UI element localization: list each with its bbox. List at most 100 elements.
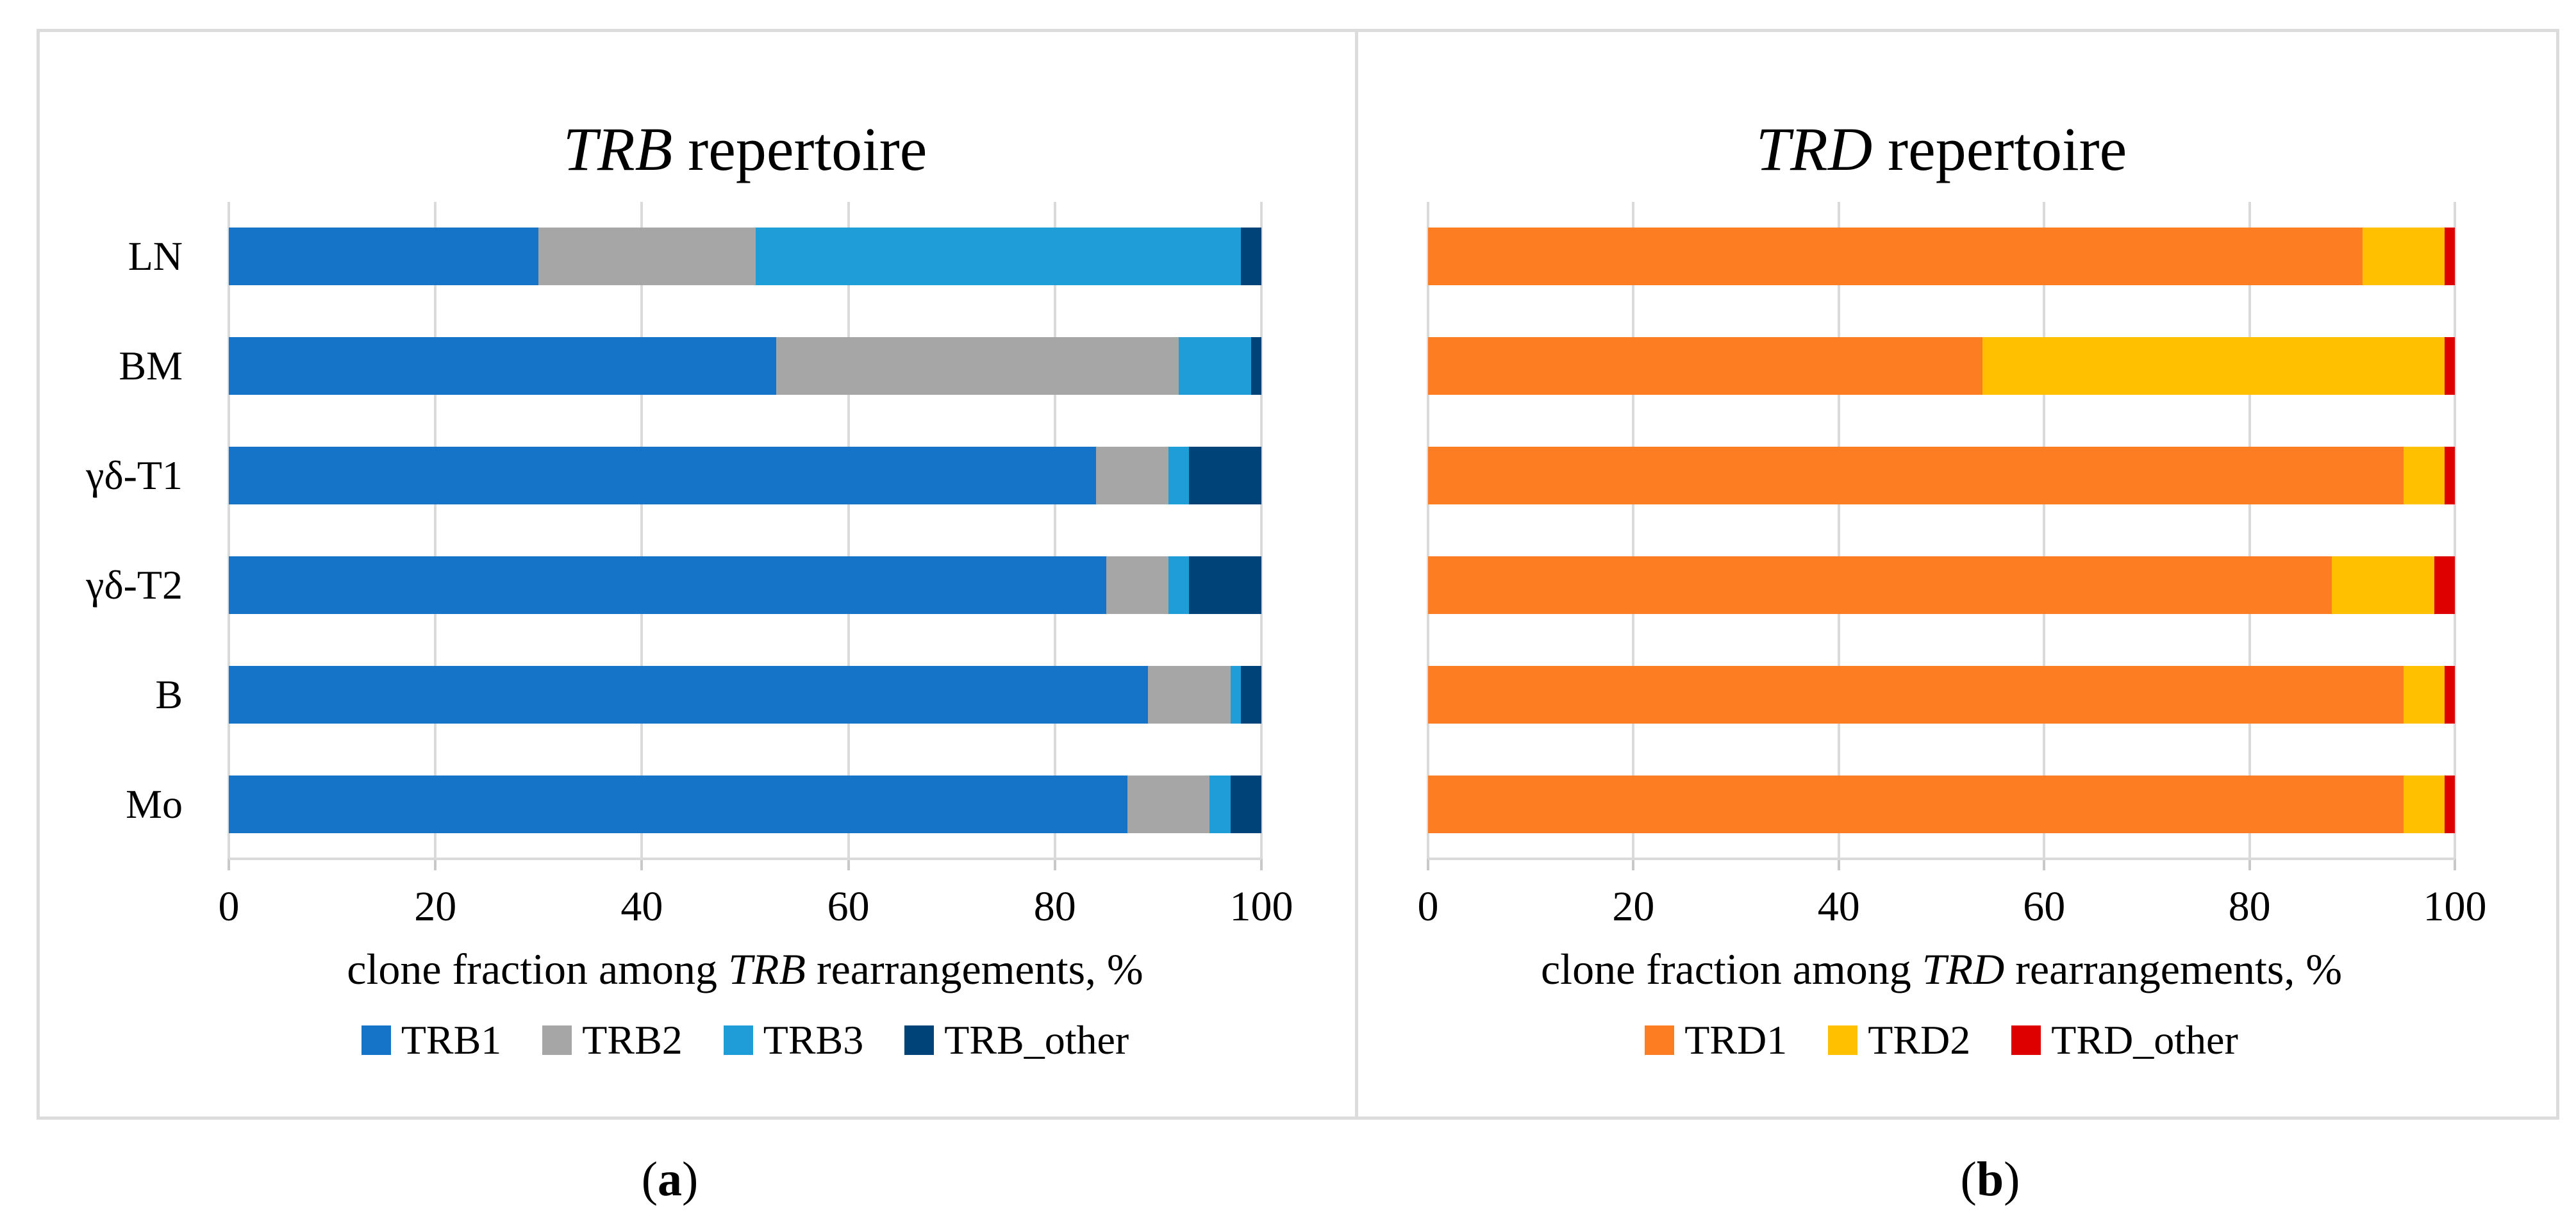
- bar-segment-BM-TRB3: [1179, 337, 1251, 395]
- category-label-LN: LN: [128, 233, 183, 279]
- bar-row-B: [1428, 665, 2455, 724]
- tick-mark-x-60: [847, 859, 850, 870]
- bar-segment-B-TRB2: [1147, 665, 1231, 724]
- gridline-x-100: [1260, 202, 1263, 859]
- category-label-Mo: Mo: [126, 781, 183, 827]
- bar-row-LN: [1428, 228, 2455, 286]
- bar-segment-γδ-T2-TRD1: [1428, 556, 2332, 614]
- legend-item-TRD1: TRD1: [1645, 1018, 1787, 1063]
- caption-b-letter: b: [1976, 1152, 2004, 1206]
- legend-chip-TRB3: [723, 1025, 753, 1055]
- gridline-x-100: [2454, 202, 2456, 859]
- bar-segment-Mo-TRB2: [1127, 775, 1210, 833]
- category-label-B: B: [155, 671, 183, 717]
- bar-segment-BM-TRD1: [1428, 337, 1983, 395]
- legend-chip-TRB_other: [904, 1025, 935, 1055]
- tick-label-x-20: 20: [414, 883, 457, 930]
- panel-b-title-gene: TRD: [1756, 115, 1873, 183]
- tick-label-x-40: 40: [620, 883, 663, 930]
- bar-row-BM: [229, 337, 1261, 395]
- caption-b: (b): [1830, 1150, 2150, 1208]
- panel-b-title-rest: repertoire: [1872, 115, 2127, 183]
- category-label-γδ-T1: γδ-T1: [86, 452, 183, 499]
- panel-a-title: TRB repertoire: [229, 104, 1261, 194]
- tick-label-x-60: 60: [2023, 883, 2066, 930]
- bar-segment-γδ-T1-TRD2: [2403, 447, 2445, 505]
- gridline-x-60: [847, 202, 850, 859]
- gridline-x-20: [1632, 202, 1635, 859]
- legend-chip-TRD2: [1828, 1025, 1858, 1055]
- caption-a: (a): [510, 1150, 830, 1208]
- tick-mark-x-60: [2043, 859, 2046, 870]
- bar-segment-B-TRD_other: [2444, 665, 2455, 724]
- bar-segment-γδ-T2-TRB1: [229, 556, 1107, 614]
- bar-segment-BM-TRB1: [229, 337, 776, 395]
- tick-label-x-0: 0: [1417, 883, 1439, 930]
- tick-label-x-60: 60: [827, 883, 870, 930]
- x-axis-line: [1428, 858, 2455, 860]
- panel-a-xlabel-gene: TRB: [728, 945, 806, 993]
- panel-a-title-rest: repertoire: [672, 115, 927, 183]
- legend-label-TRB3: TRB3: [763, 1017, 864, 1063]
- legend-label-TRB2: TRB2: [582, 1017, 683, 1063]
- panel-b-plot-area: 0 20 40 60 80 100: [1418, 202, 2487, 929]
- legend-item-TRB3: TRB3: [723, 1017, 864, 1063]
- caption-a-letter: a: [658, 1152, 682, 1206]
- panel-b-legend: TRD1 TRD2 TRD_other: [1358, 1011, 2525, 1069]
- bar-segment-B-TRB1: [229, 665, 1148, 724]
- tick-label-x-0: 0: [218, 883, 240, 930]
- tick-mark-x-0: [1427, 859, 1429, 870]
- bar-row-B: [229, 665, 1261, 724]
- caption-b-paren-open: (: [1960, 1152, 1977, 1206]
- tick-label-x-100: 100: [1229, 883, 1293, 930]
- panel-a: TRB repertoire 0 20 40 60 80 100 clone fracti…: [37, 29, 1355, 1116]
- bar-segment-γδ-T2-TRD_other: [2434, 556, 2455, 614]
- legend-label-TRD_other: TRD_other: [2051, 1017, 2238, 1063]
- panel-a-title-gene: TRB: [563, 115, 673, 183]
- panel-b: TRD repertoire 0 20 40 60 80 100 clone fracti…: [1358, 29, 2557, 1116]
- bar-row-Mo: [229, 775, 1261, 833]
- tick-mark-x-100: [2454, 859, 2456, 870]
- legend-chip-TRB2: [542, 1025, 572, 1055]
- caption-b-paren-close: ): [2004, 1152, 2020, 1206]
- bar-row-Mo: [1428, 775, 2455, 833]
- legend-label-TRD2: TRD2: [1868, 1017, 1971, 1063]
- bar-segment-B-TRB_other: [1240, 665, 1261, 724]
- tick-mark-x-20: [1632, 859, 1635, 870]
- gridline-x-0: [228, 202, 230, 859]
- gridline-x-60: [2043, 202, 2046, 859]
- panel-b-title: TRD repertoire: [1428, 104, 2455, 194]
- tick-mark-x-100: [1260, 859, 1263, 870]
- gridline-x-80: [1053, 202, 1056, 859]
- bar-segment-B-TRD1: [1428, 665, 2404, 724]
- caption-a-paren-close: ): [682, 1152, 699, 1206]
- bar-segment-BM-TRD_other: [2444, 337, 2455, 395]
- bar-segment-γδ-T2-TRB3: [1168, 556, 1190, 614]
- bar-row-LN: [229, 228, 1261, 286]
- panel-b-xlabel-pre: clone fraction among: [1541, 945, 1922, 993]
- tick-mark-x-80: [2248, 859, 2251, 870]
- bar-segment-γδ-T1-TRB_other: [1189, 447, 1261, 505]
- bar-segment-γδ-T1-TRB3: [1168, 447, 1190, 505]
- bar-segment-γδ-T1-TRB2: [1096, 447, 1168, 505]
- tick-label-x-80: 80: [2228, 883, 2271, 930]
- bar-segment-γδ-T2-TRD2: [2331, 556, 2434, 614]
- bar-row-γδ-T2: [1428, 556, 2455, 614]
- bar-row-BM: [1428, 337, 2455, 395]
- tick-label-x-20: 20: [1612, 883, 1655, 930]
- bar-row-γδ-T1: [1428, 447, 2455, 505]
- legend-label-TRB1: TRB1: [401, 1017, 502, 1063]
- gridline-x-40: [1837, 202, 1840, 859]
- bar-segment-LN-TRB1: [229, 228, 539, 286]
- panel-b-xlabel-gene: TRD: [1922, 945, 2005, 993]
- bar-segment-Mo-TRD2: [2403, 775, 2445, 833]
- panel-divider: [1355, 29, 1358, 1116]
- legend-chip-TRD_other: [2011, 1025, 2041, 1055]
- bar-segment-LN-TRD1: [1428, 228, 2363, 286]
- tick-mark-x-0: [228, 859, 230, 870]
- bar-segment-LN-TRD_other: [2444, 228, 2455, 286]
- bar-segment-BM-TRD2: [1982, 337, 2445, 395]
- legend-label-TRB_other: TRB_other: [944, 1017, 1129, 1063]
- tick-mark-x-40: [640, 859, 644, 870]
